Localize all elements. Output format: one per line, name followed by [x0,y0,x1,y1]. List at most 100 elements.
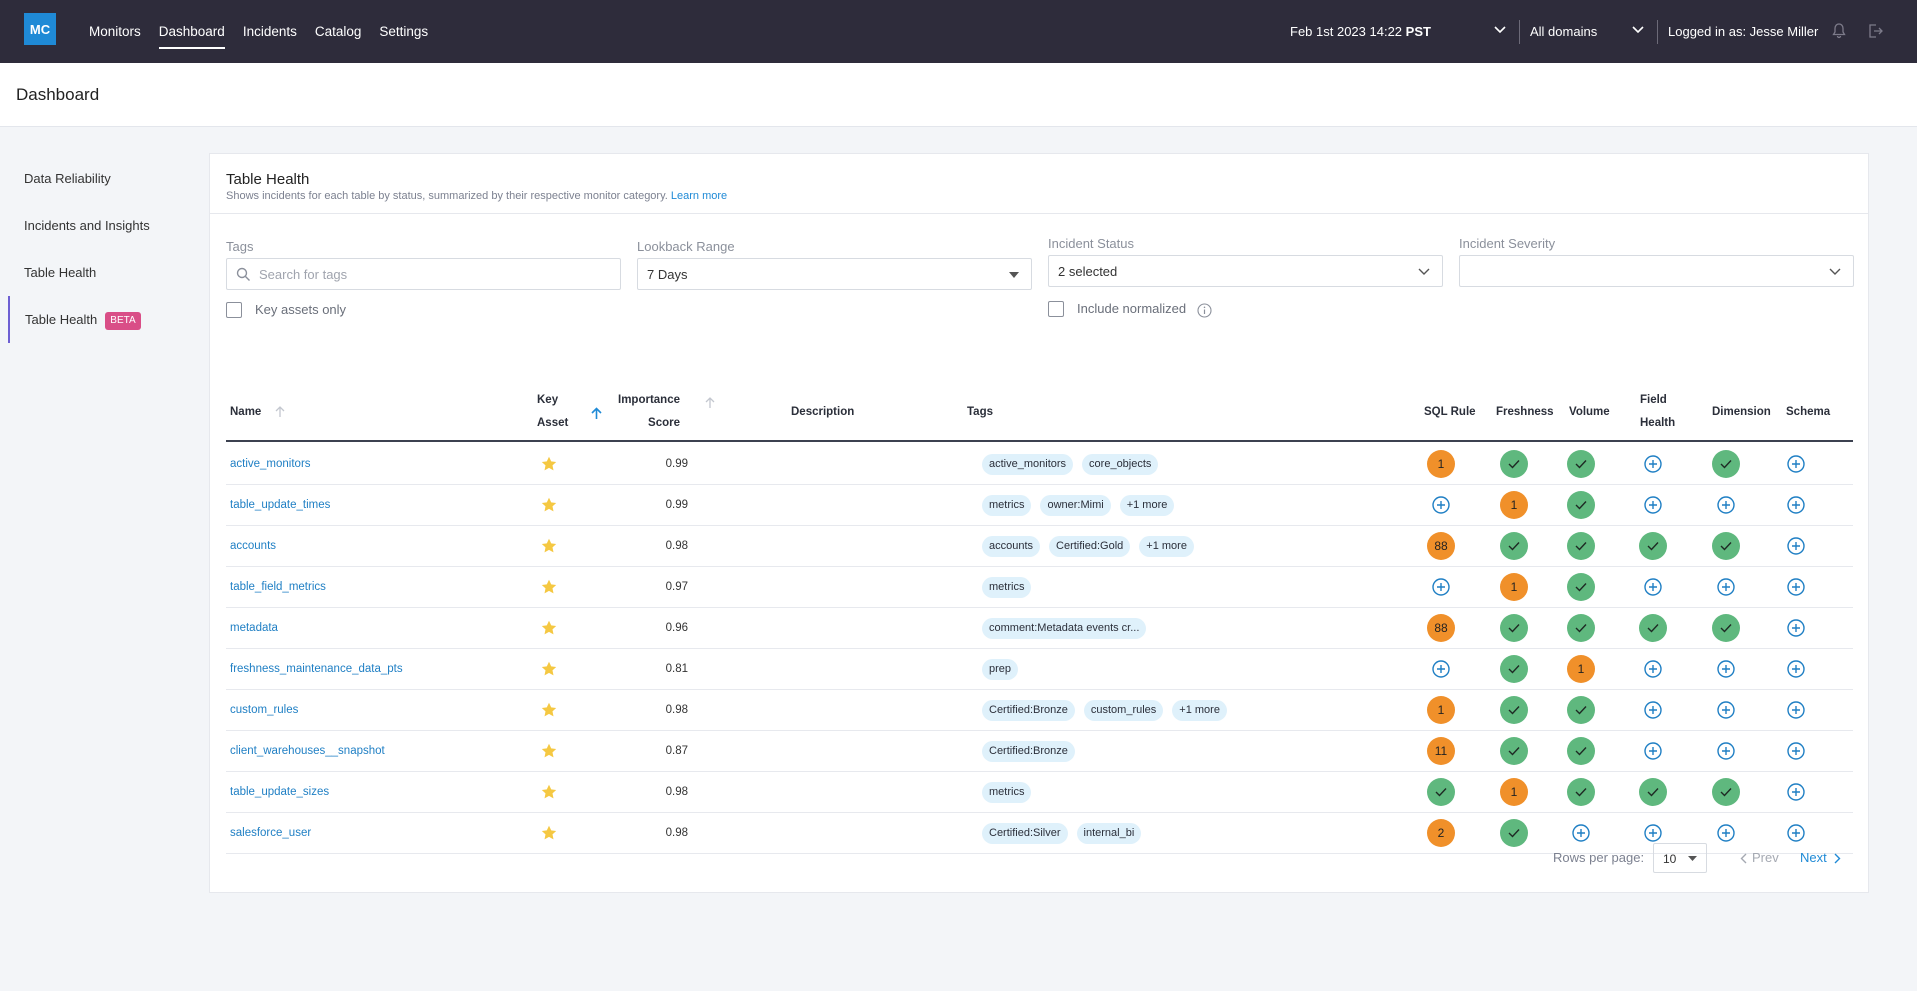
table-name-link[interactable]: active_monitors [230,458,311,470]
nav-dashboard[interactable]: Dashboard [158,0,225,63]
sort-arrow-icon[interactable] [591,407,602,420]
dimension-add-monitor-icon[interactable] [1712,737,1740,765]
key-asset-star-icon[interactable] [541,620,557,638]
tag-chip[interactable]: prep [982,659,1019,680]
field-ok-icon[interactable] [1639,614,1667,642]
nav-settings[interactable]: Settings [379,24,429,39]
schema-add-monitor-icon[interactable] [1782,491,1810,519]
dimension-ok-icon[interactable] [1712,450,1740,478]
tags-search-input[interactable]: Search for tags [226,258,621,290]
volume-ok-icon[interactable] [1567,573,1595,601]
schema-add-monitor-icon[interactable] [1782,532,1810,560]
table-name-link[interactable]: table_update_sizes [230,786,330,798]
table-name-link[interactable]: metadata [230,622,278,634]
table-name-link[interactable]: salesforce_user [230,827,312,839]
sidebar-item-table-health-beta[interactable]: Table Health BETA [8,296,180,343]
table-name-link[interactable]: table_field_metrics [230,581,326,593]
freshness-ok-icon[interactable] [1500,819,1528,847]
sidebar-item-table-health[interactable]: Table Health [24,265,97,280]
freshness-ok-icon[interactable] [1500,614,1528,642]
field-add-monitor-icon[interactable] [1639,573,1667,601]
freshness-ok-icon[interactable] [1500,532,1528,560]
bell-icon[interactable] [1832,23,1846,39]
volume-ok-icon[interactable] [1567,737,1595,765]
freshness-ok-icon[interactable] [1500,737,1528,765]
volume-incident-badge[interactable]: 1 [1567,655,1595,683]
freshness-incident-badge[interactable]: 1 [1500,491,1528,519]
tag-chip[interactable]: metrics [982,577,1032,598]
tag-chip[interactable]: Certified:Gold [1049,536,1131,557]
dimension-add-monitor-icon[interactable] [1712,819,1740,847]
tag-chip[interactable]: owner:Mimi [1040,495,1111,516]
dimension-ok-icon[interactable] [1712,778,1740,806]
key-asset-star-icon[interactable] [541,661,557,679]
freshness-incident-badge[interactable]: 1 [1500,778,1528,806]
tag-chip[interactable]: core_objects [1082,454,1159,475]
col-importance[interactable]: Importance Score [618,389,680,435]
key-asset-star-icon[interactable] [541,702,557,720]
dimension-ok-icon[interactable] [1712,614,1740,642]
nav-catalog[interactable]: Catalog [314,24,362,39]
incident-status-select[interactable]: 2 selected [1048,255,1443,287]
schema-add-monitor-icon[interactable] [1782,696,1810,724]
nav-monitors[interactable]: Monitors [89,24,141,39]
dimension-add-monitor-icon[interactable] [1712,655,1740,683]
volume-add-monitor-icon[interactable] [1567,819,1595,847]
freshness-ok-icon[interactable] [1500,696,1528,724]
tag-chip[interactable]: metrics [982,782,1032,803]
volume-ok-icon[interactable] [1567,614,1595,642]
sql-incident-badge[interactable]: 2 [1427,819,1455,847]
sql-ok-icon[interactable] [1427,778,1455,806]
schema-add-monitor-icon[interactable] [1782,778,1810,806]
key-asset-star-icon[interactable] [541,825,557,843]
key-asset-star-icon[interactable] [541,538,557,556]
tag-chip[interactable]: active_monitors [982,454,1074,475]
col-schema[interactable]: Schema [1786,406,1831,418]
sql-add-monitor-icon[interactable] [1427,573,1455,601]
more-tags-chip[interactable]: +1 more [1119,495,1175,516]
table-name-link[interactable]: client_warehouses__snapshot [230,745,385,757]
field-add-monitor-icon[interactable] [1639,655,1667,683]
sql-add-monitor-icon[interactable] [1427,655,1455,683]
more-tags-chip[interactable]: +1 more [1139,536,1194,557]
tag-chip[interactable]: internal_bi [1076,823,1142,844]
field-add-monitor-icon[interactable] [1639,737,1667,765]
sql-incident-badge[interactable]: 11 [1427,737,1455,765]
key-assets-checkbox[interactable] [226,302,242,318]
key-asset-star-icon[interactable] [541,456,557,474]
tag-chip[interactable]: metrics [982,495,1032,516]
logo[interactable]: MC [24,13,56,45]
schema-add-monitor-icon[interactable] [1782,614,1810,642]
tag-chip[interactable]: Certified:Bronze [982,741,1075,762]
key-asset-star-icon[interactable] [541,497,557,515]
tag-chip[interactable]: custom_rules [1083,700,1164,721]
volume-ok-icon[interactable] [1567,696,1595,724]
prev-button[interactable]: Prev [1740,843,1779,875]
schema-add-monitor-icon[interactable] [1782,655,1810,683]
col-freshness[interactable]: Freshness [1496,406,1554,418]
key-asset-star-icon[interactable] [541,784,557,802]
field-add-monitor-icon[interactable] [1639,819,1667,847]
tag-chip[interactable]: comment:Metadata events cr... [982,618,1147,639]
freshness-incident-badge[interactable]: 1 [1500,573,1528,601]
key-asset-star-icon[interactable] [541,579,557,597]
volume-ok-icon[interactable] [1567,491,1595,519]
schema-add-monitor-icon[interactable] [1782,573,1810,601]
tag-chip[interactable]: Certified:Bronze [982,700,1075,721]
col-dimension[interactable]: Dimension [1712,406,1771,418]
col-volume[interactable]: Volume [1569,406,1610,418]
include-normalized-checkbox[interactable] [1048,301,1064,317]
table-name-link[interactable]: freshness_maintenance_data_pts [230,663,403,675]
col-name[interactable]: Name [230,401,285,424]
next-button[interactable]: Next [1800,843,1841,875]
sidebar-item-data-reliability[interactable]: Data Reliability [24,171,111,186]
col-description[interactable]: Description [791,406,855,418]
logout-icon[interactable] [1867,23,1883,39]
table-name-link[interactable]: custom_rules [230,704,299,716]
sidebar-item-incidents-insights[interactable]: Incidents and Insights [24,218,150,233]
col-sql-rule[interactable]: SQL Rule [1424,406,1476,418]
volume-ok-icon[interactable] [1567,778,1595,806]
schema-add-monitor-icon[interactable] [1782,819,1810,847]
sql-incident-badge[interactable]: 88 [1427,532,1455,560]
field-add-monitor-icon[interactable] [1639,450,1667,478]
